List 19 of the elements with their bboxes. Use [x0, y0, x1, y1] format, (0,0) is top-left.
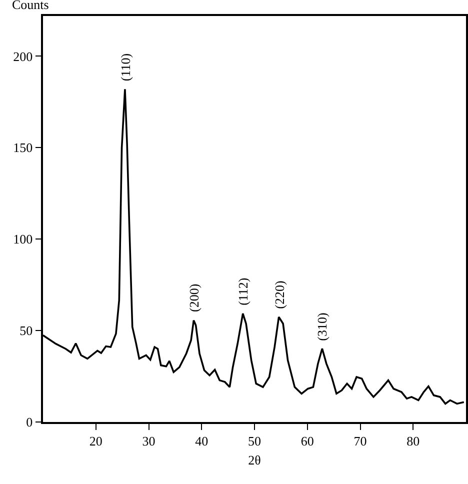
x-tick-label: 70 — [354, 433, 367, 448]
y-tick-label: 200 — [13, 48, 33, 64]
annotation: (112) — [235, 278, 250, 306]
y-axis-title: Counts — [12, 0, 49, 12]
x-tick-label: 80 — [406, 433, 420, 448]
x-axis-title: 2θ — [248, 452, 261, 468]
y-tick-label: 150 — [13, 140, 33, 156]
x-tick-label: 50 — [248, 433, 261, 448]
x-tick-label: 30 — [142, 433, 156, 448]
annotation: (220) — [272, 280, 287, 309]
y-tick-label: 50 — [20, 323, 33, 338]
y-tick-label: 0 — [26, 414, 33, 430]
annotation: (110) — [118, 53, 133, 82]
x-tick-label: 60 — [300, 433, 314, 448]
annotation: (200) — [186, 284, 202, 312]
y-tick-label: 100 — [13, 232, 33, 247]
annotation: (310) — [314, 312, 330, 341]
x-tick-label: 20 — [89, 433, 102, 448]
x-tick-label: 40 — [195, 433, 208, 448]
